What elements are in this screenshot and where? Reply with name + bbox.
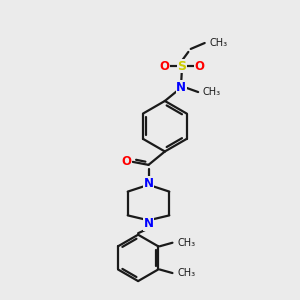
Text: N: N — [176, 81, 186, 94]
Text: O: O — [195, 60, 205, 73]
Text: CH₃: CH₃ — [209, 38, 228, 48]
Text: O: O — [159, 60, 169, 73]
Text: CH₃: CH₃ — [203, 87, 221, 97]
Text: CH₃: CH₃ — [178, 238, 196, 248]
Text: S: S — [177, 60, 186, 73]
Text: N: N — [143, 177, 154, 190]
Text: N: N — [143, 217, 154, 230]
Text: O: O — [121, 155, 131, 168]
Text: CH₃: CH₃ — [178, 268, 196, 278]
